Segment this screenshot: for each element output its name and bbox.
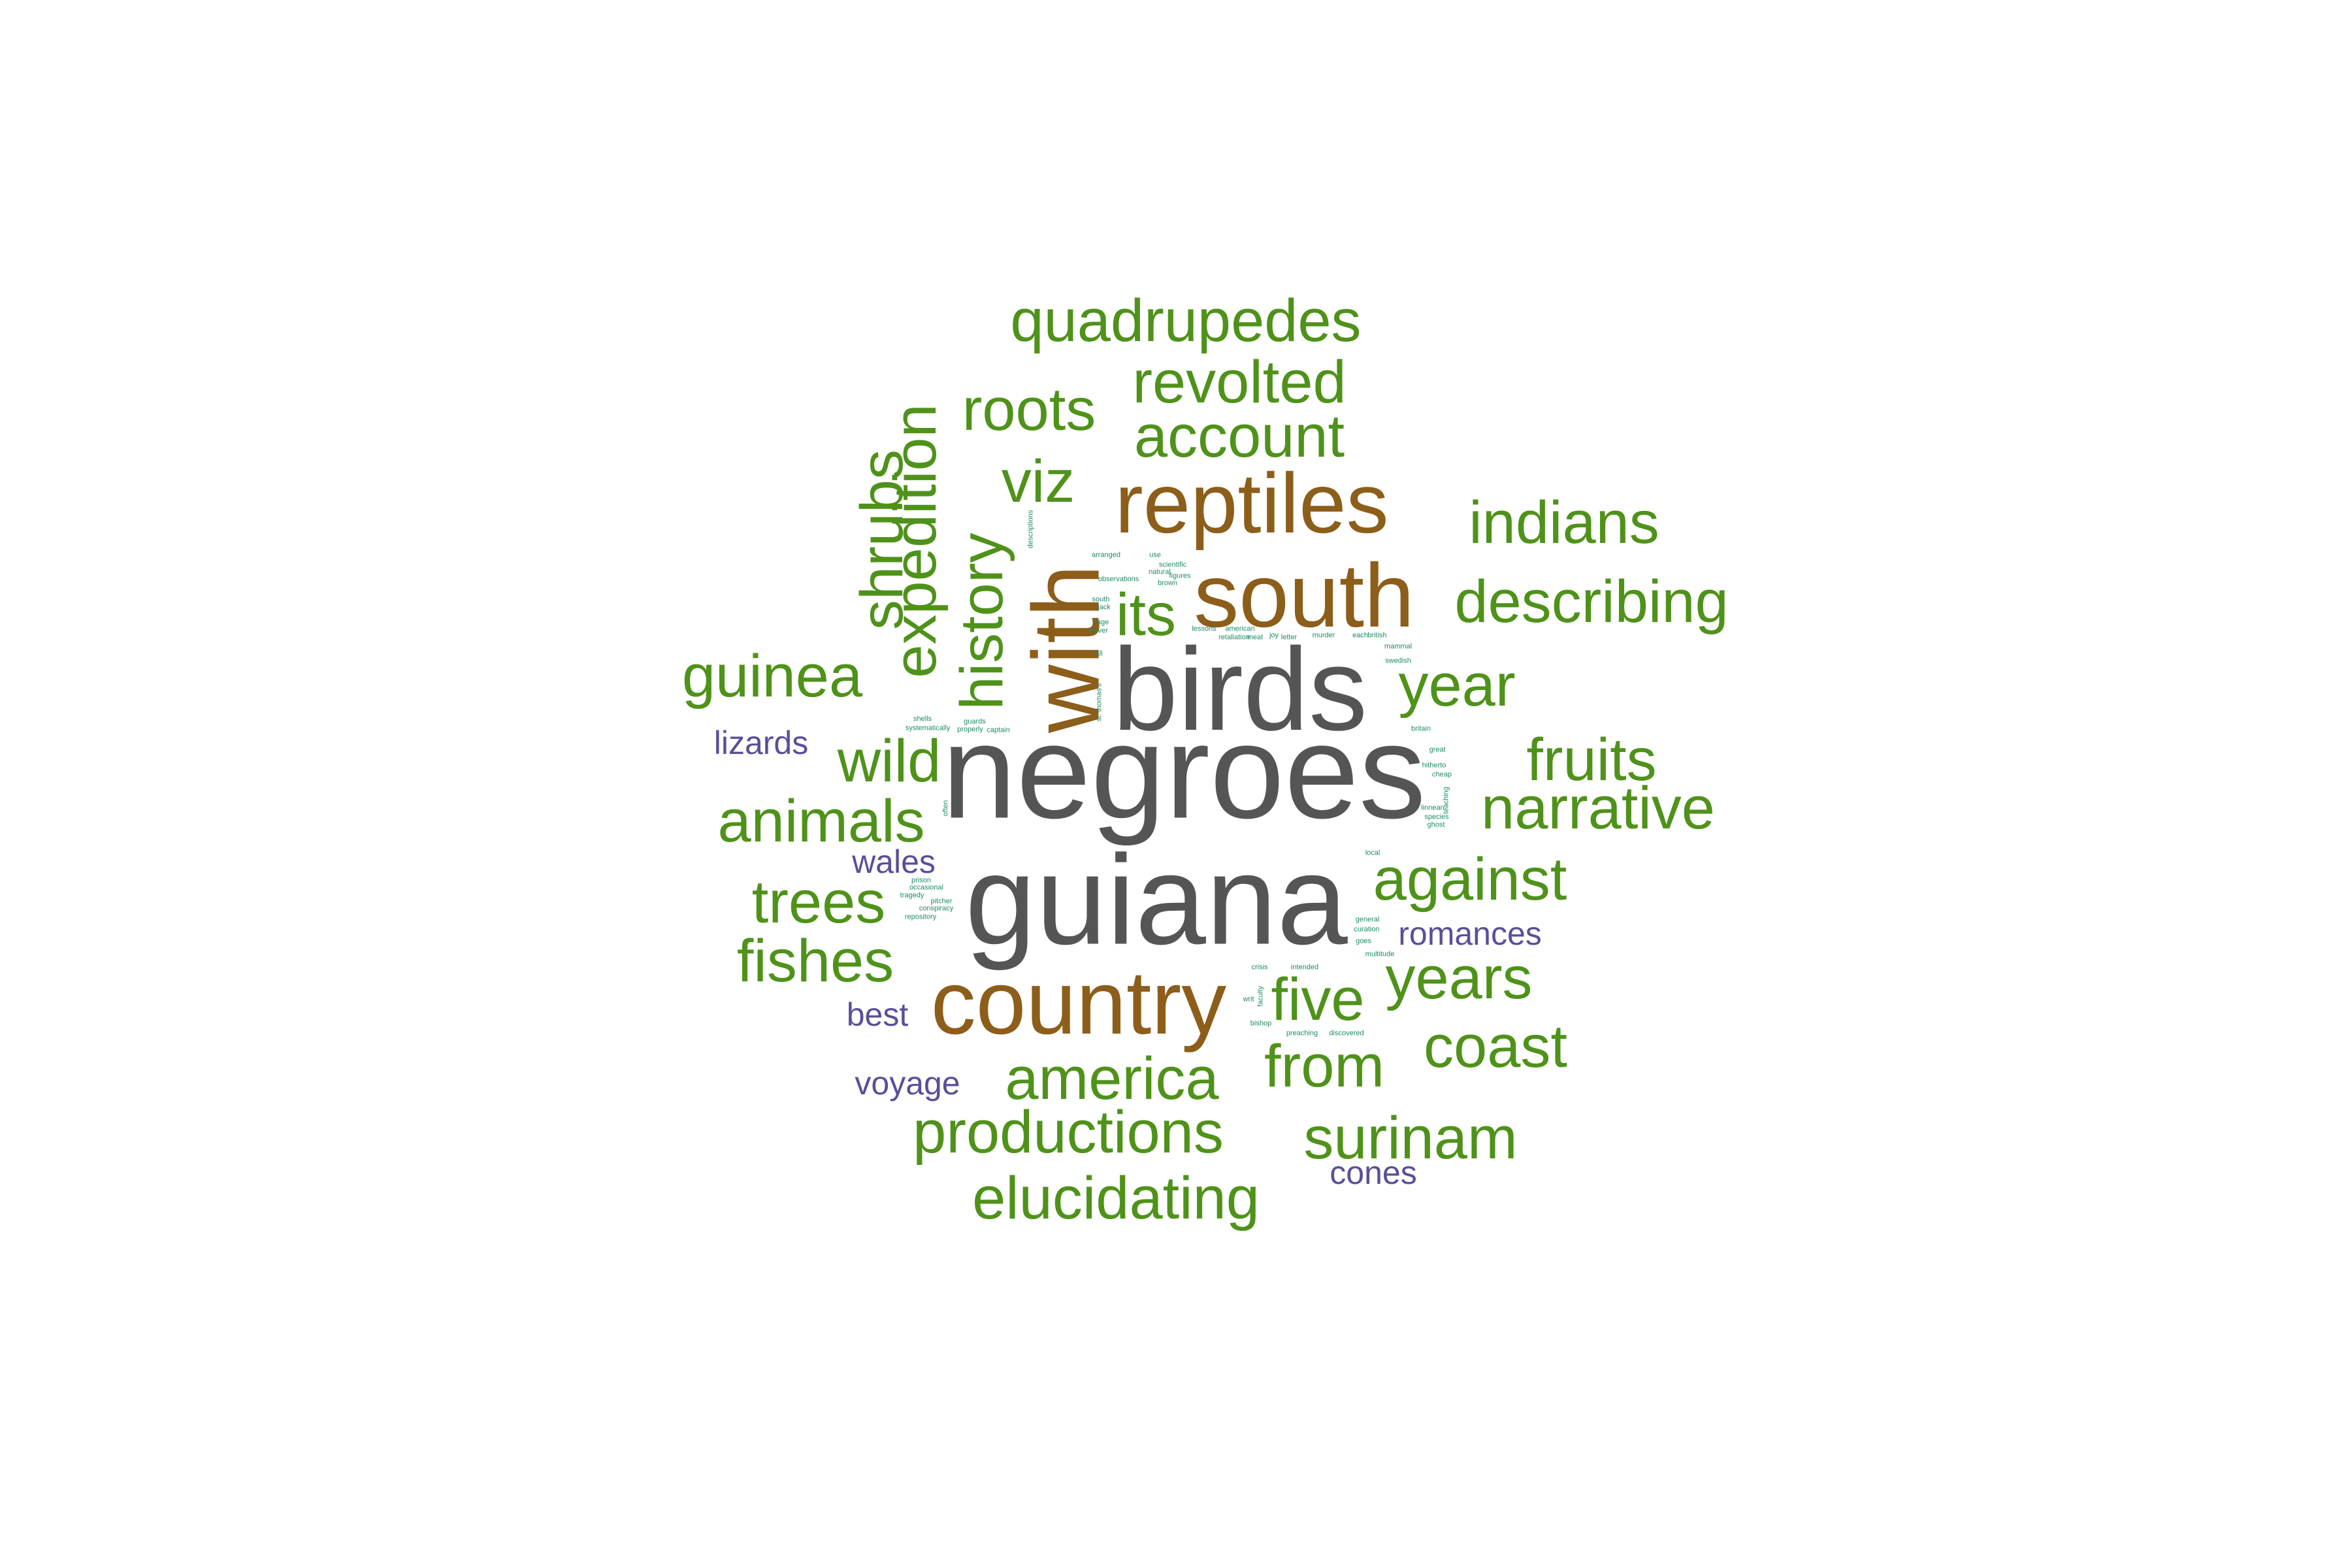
word-south-small: south [1092,595,1110,604]
word-lizards: lizards [713,725,809,761]
word-brown: brown [1158,579,1177,587]
word-south: south [1194,546,1414,646]
word-revolted: revolted [1132,349,1347,416]
word-indians: indians [1469,489,1659,556]
word-years: years [1385,945,1533,1011]
word-local: local [1365,849,1380,857]
word-hitherto: hitherto [1422,761,1446,770]
word-its: its [1116,581,1176,648]
word-discovered: discovered [1329,1029,1364,1037]
word-great: great [1429,745,1446,754]
word-from: from [1264,1033,1384,1100]
word-negroes: negroes [941,696,1426,847]
word-all: all [1095,649,1103,658]
word-five: five [1271,966,1365,1033]
word-swedish: swedish [1385,657,1411,665]
word-multitude: multitude [1365,950,1395,958]
word-linnean: linnean [1421,804,1445,812]
word-romances: romances [1398,915,1542,952]
word-fruits: fruits [1526,727,1657,793]
word-birds: birds [1112,624,1368,755]
word-page: page [1092,618,1109,627]
word-account: account [1134,403,1345,470]
word-prison: prison [911,876,931,885]
word-occasional: occasional [909,883,943,892]
word-trees: trees [751,869,886,936]
word-teaching: teaching [1442,787,1450,814]
word-fishes: fishes [736,928,894,994]
word-arranged: arranged [1091,551,1121,559]
word-guards: guards [964,717,986,726]
word-bishop: bishop [1250,1019,1272,1028]
word-properly: properly [957,725,983,734]
word-intended: intended [1290,963,1319,972]
word-reptiles: reptiles [1115,455,1389,551]
word-lessons: lessons [1192,625,1217,633]
word-guiana: guiana [965,828,1348,972]
word-conspiracy: conspiracy [919,904,954,913]
word-tragedy: tragedy [900,891,924,900]
word-coast: coast [1424,1013,1567,1080]
word-crisis: crisis [1251,963,1268,972]
word-systematically: systematically [905,724,951,732]
word-guinea: guinea [681,643,863,710]
word-scientific: scientific [1158,561,1187,569]
word-productions: productions [913,1099,1224,1166]
word-often: often [941,800,950,817]
word-meat: meat [1247,633,1264,642]
word-each: each [1352,631,1368,640]
word-goes: goes [1356,937,1371,945]
word-faculty: faculty [1256,986,1265,1007]
word-preaching: preaching [1286,1029,1318,1037]
word-viz: viz [1001,448,1075,515]
word-wild: wild [837,728,941,794]
word-mammal: mammal [1384,642,1413,651]
word-quadrupedes: quadrupedes [1010,287,1362,354]
word-animals: animals [717,788,925,855]
word-general: general [1355,915,1380,924]
word-species: species [1424,813,1449,821]
word-against: against [1373,846,1567,913]
word-best: best [846,996,909,1033]
word-cones: cones [1330,1154,1417,1191]
word-roots: roots [962,376,1096,443]
word-expedition: expedition [882,404,949,678]
word-surinam: surinam [1303,1105,1518,1171]
word-voyage: voyage [855,1065,960,1102]
word-wales: wales [852,843,936,880]
word-never: never [1090,627,1108,635]
word-year: year [1398,652,1516,719]
word-use: use [1149,551,1161,559]
word-captain: captain [987,726,1010,734]
word-american: american [1225,625,1255,633]
word-curation: curation [1354,925,1380,934]
word-jack: jack [1098,603,1111,612]
word-country: country [930,953,1227,1053]
word-murder: murder [1312,631,1335,640]
word-descriptions: descriptions [1026,510,1035,549]
word-ghost: ghost [1427,821,1445,829]
word-narrative: narrative [1481,775,1715,841]
word-america: america [1005,1045,1219,1112]
word-pitcher: pitcher [930,897,953,906]
word-elucidating: elucidating [972,1165,1260,1232]
word-british: british [1367,631,1387,640]
word-describing: describing [1454,568,1729,635]
word-retaliation: retaliation [1218,633,1250,642]
word-natural: natural [1149,568,1171,576]
word-repository: repository [904,913,937,921]
word-writ: writ [1243,995,1254,1004]
word-observations: observations [1098,575,1139,583]
word-letter: letter [1281,633,1298,642]
word-st-thomass: st. thomas's [1095,683,1103,722]
word-history: history [949,532,1015,710]
word-britain: britain [1411,725,1431,733]
word-joy: joy [1269,631,1279,640]
word-figures: figures [1169,572,1191,580]
word-shells: shells [913,715,932,723]
word-cheap: cheap [1432,770,1452,779]
